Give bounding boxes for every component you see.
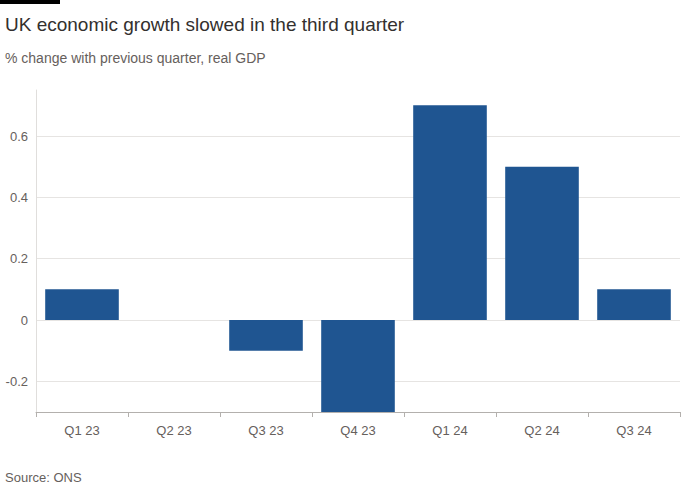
svg-text:UK economic growth slowed in t: UK economic growth slowed in the third q… xyxy=(5,14,405,35)
svg-text:-0.2: -0.2 xyxy=(6,374,28,389)
svg-text:0.4: 0.4 xyxy=(10,190,28,205)
svg-text:% change with previous quarter: % change with previous quarter, real GDP xyxy=(5,50,266,66)
svg-text:Q2 23: Q2 23 xyxy=(156,423,191,438)
svg-text:Source: ONS: Source: ONS xyxy=(5,470,82,485)
svg-text:0: 0 xyxy=(21,313,28,328)
svg-text:Q3 23: Q3 23 xyxy=(248,423,283,438)
svg-text:Q1 24: Q1 24 xyxy=(432,423,467,438)
svg-text:Q2 24: Q2 24 xyxy=(524,423,559,438)
svg-text:Q4 23: Q4 23 xyxy=(340,423,375,438)
svg-text:0.2: 0.2 xyxy=(10,251,28,266)
svg-text:Q3 24: Q3 24 xyxy=(616,423,651,438)
svg-text:Q1 23: Q1 23 xyxy=(64,423,99,438)
svg-text:0.6: 0.6 xyxy=(10,129,28,144)
